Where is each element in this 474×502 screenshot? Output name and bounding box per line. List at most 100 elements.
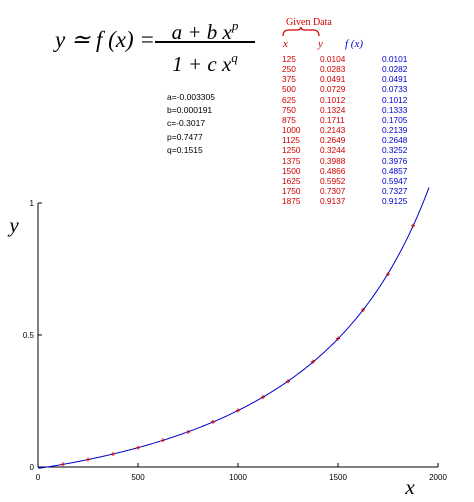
cell-y: 0.1012 bbox=[320, 94, 346, 105]
cell-fx: 0.1705 bbox=[382, 114, 408, 125]
formula-denominator: 1 + c xq bbox=[155, 46, 255, 76]
x-tick-label: 1500 bbox=[329, 473, 347, 482]
numerator-exponent: p bbox=[231, 18, 239, 33]
table-row: 750 0.1324 0.1333 bbox=[276, 105, 407, 115]
cell-fx: 0.3976 bbox=[382, 155, 408, 166]
cell-fx: 0.5947 bbox=[382, 175, 408, 186]
cell-x: 125 bbox=[282, 54, 296, 64]
cell-x: 1875 bbox=[282, 196, 301, 207]
axes: 0 500 1000 1500 2000 0 0.5 1 x y bbox=[7, 199, 447, 499]
cell-y: 0.0283 bbox=[320, 64, 346, 75]
cell-x: 1625 bbox=[282, 175, 301, 186]
x-axis-label: x bbox=[404, 475, 415, 499]
data-point bbox=[261, 395, 265, 400]
cell-x: 750 bbox=[282, 104, 296, 115]
fit-curve-line bbox=[37, 187, 430, 469]
param-b: b=0.000191 bbox=[167, 105, 213, 116]
y-axis-label: y bbox=[7, 213, 19, 237]
data-marks bbox=[37, 187, 430, 469]
table-row: 1500 0.4866 0.4857 bbox=[276, 166, 407, 176]
cell-fx: 0.3252 bbox=[382, 145, 408, 156]
data-point bbox=[311, 359, 315, 364]
param-c: c=-0.3017 bbox=[167, 118, 206, 129]
cell-x: 500 bbox=[282, 84, 296, 95]
table-row: 1875 0.9137 0.9125 bbox=[276, 196, 407, 206]
param-q: q=0.1515 bbox=[167, 144, 203, 155]
data-point bbox=[336, 336, 340, 341]
table-row: 500 0.0729 0.0733 bbox=[276, 84, 407, 94]
table-row: 1750 0.7307 0.7327 bbox=[276, 186, 407, 196]
data-point bbox=[161, 438, 165, 443]
data-point bbox=[386, 272, 390, 277]
table-row: 1125 0.2649 0.2648 bbox=[276, 135, 407, 145]
denominator-base: 1 + c x bbox=[172, 51, 232, 76]
table-row: 125 0.0104 0.0101 bbox=[276, 54, 407, 64]
formula-lhs: y ≃ f (x) = bbox=[55, 27, 155, 52]
table-row: 250 0.0283 0.0282 bbox=[276, 64, 407, 74]
data-point bbox=[186, 430, 190, 435]
cell-fx: 0.7327 bbox=[382, 186, 408, 197]
cell-fx: 0.0101 bbox=[382, 54, 408, 64]
fit-parameters: a=-0.003305 b=0.000191 c=-0.3017 p=0.747… bbox=[167, 91, 215, 157]
given-data-label: Given Data bbox=[286, 17, 332, 28]
cell-y: 0.3244 bbox=[320, 145, 346, 156]
y-tick-label: 1 bbox=[30, 199, 35, 208]
cell-x: 1750 bbox=[282, 186, 301, 197]
data-point bbox=[136, 445, 140, 450]
cell-y: 0.2649 bbox=[320, 135, 346, 146]
cell-x: 1500 bbox=[282, 165, 301, 176]
cell-y: 0.3988 bbox=[320, 155, 346, 166]
y-tick-label: 0.5 bbox=[23, 331, 35, 340]
table-row: 875 0.1711 0.1705 bbox=[276, 115, 407, 125]
cell-fx: 0.0282 bbox=[382, 64, 408, 75]
table-row: 625 0.1012 0.1012 bbox=[276, 95, 407, 105]
formula: y ≃ f (x) = a + b xp 1 + c xq bbox=[55, 14, 255, 76]
cell-y: 0.9137 bbox=[320, 196, 346, 207]
fraction-bar bbox=[155, 41, 255, 43]
table-row: 1625 0.5952 0.5947 bbox=[276, 176, 407, 186]
cell-x: 250 bbox=[282, 64, 296, 75]
cell-fx: 0.0733 bbox=[382, 84, 408, 95]
cell-x: 375 bbox=[282, 74, 296, 85]
cell-y: 0.1324 bbox=[320, 104, 346, 115]
data-table: 125 0.0104 0.0101 250 0.0283 0.0282 375 0.0491 0… bbox=[276, 54, 407, 206]
cell-x: 1375 bbox=[282, 155, 301, 166]
cell-fx: 0.2139 bbox=[382, 125, 408, 136]
header-fx: f (x) bbox=[345, 38, 364, 50]
cell-y: 0.5952 bbox=[320, 175, 346, 186]
x-tick-label: 500 bbox=[131, 473, 145, 482]
data-point bbox=[361, 307, 365, 312]
cell-fx: 0.0491 bbox=[382, 74, 408, 85]
table-row: 1000 0.2143 0.2139 bbox=[276, 125, 407, 135]
table-row: 1375 0.3988 0.3976 bbox=[276, 156, 407, 166]
cell-y: 0.4866 bbox=[320, 165, 346, 176]
cell-fx: 0.4857 bbox=[382, 165, 408, 176]
data-point bbox=[411, 223, 415, 228]
cell-y: 0.0104 bbox=[320, 54, 346, 64]
table-row: 1250 0.3244 0.3252 bbox=[276, 145, 407, 155]
cell-fx: 0.9125 bbox=[382, 196, 408, 207]
y-tick-label: 0 bbox=[30, 463, 35, 472]
cell-y: 0.2143 bbox=[320, 125, 346, 136]
table-row: 375 0.0491 0.0491 bbox=[276, 74, 407, 84]
cell-x: 1250 bbox=[282, 145, 301, 156]
cell-x: 875 bbox=[282, 114, 296, 125]
data-point bbox=[61, 462, 65, 467]
cell-x: 1000 bbox=[282, 125, 301, 136]
denominator-exponent: q bbox=[231, 49, 238, 65]
cell-y: 0.0729 bbox=[320, 84, 346, 95]
formula-numerator: a + b xp bbox=[155, 14, 255, 44]
param-p: p=0.7477 bbox=[167, 131, 203, 142]
cell-fx: 0.1333 bbox=[382, 104, 408, 115]
cell-y: 0.1711 bbox=[320, 114, 345, 125]
cell-fx: 0.2648 bbox=[382, 135, 408, 146]
param-a: a=-0.003305 bbox=[167, 92, 215, 102]
header-y: y bbox=[318, 38, 323, 50]
header-x: x bbox=[283, 38, 288, 50]
x-tick-label: 1000 bbox=[229, 473, 247, 482]
data-point bbox=[211, 419, 215, 424]
data-point bbox=[111, 452, 115, 457]
cell-x: 1125 bbox=[282, 135, 300, 146]
data-point bbox=[86, 457, 90, 462]
